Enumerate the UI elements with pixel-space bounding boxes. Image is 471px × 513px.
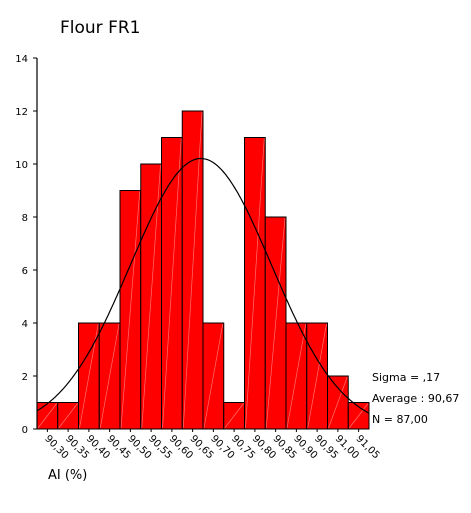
y-tick-label: 0 <box>22 425 28 436</box>
normal-curve <box>36 157 370 414</box>
bar-shade <box>182 111 203 429</box>
y-tick-label: 6 <box>22 266 28 277</box>
sigma-stat: Sigma = ,17 <box>372 371 441 384</box>
bar-shade <box>58 403 78 429</box>
bar-shade <box>328 376 348 429</box>
bar-shade <box>99 323 120 429</box>
bar-shade <box>162 138 182 429</box>
bar-shade <box>265 217 286 429</box>
x-tick-label: 91,05 <box>354 433 382 461</box>
bar-shade <box>348 403 369 429</box>
bar-shade <box>141 164 161 429</box>
y-tick-label: 12 <box>15 107 28 118</box>
y-tick-label: 4 <box>22 319 28 330</box>
y-tick-label: 8 <box>22 213 28 224</box>
average-stat: Average : 90,67 <box>372 392 460 405</box>
y-tick-label: 14 <box>15 54 28 65</box>
bar-shade <box>37 403 58 429</box>
x-axis-label: AI (%) <box>48 468 88 483</box>
bar-shade <box>286 323 307 429</box>
y-tick-label: 2 <box>22 372 28 383</box>
bar-shade <box>245 138 265 429</box>
bar-shade <box>120 191 141 429</box>
chart-title: Flour FR1 <box>60 18 141 38</box>
bar-shade <box>307 323 327 429</box>
bar-shade <box>203 323 224 429</box>
bar-shade <box>224 403 244 429</box>
y-tick-label: 10 <box>15 160 28 171</box>
n-stat: N = 87,00 <box>372 413 428 426</box>
